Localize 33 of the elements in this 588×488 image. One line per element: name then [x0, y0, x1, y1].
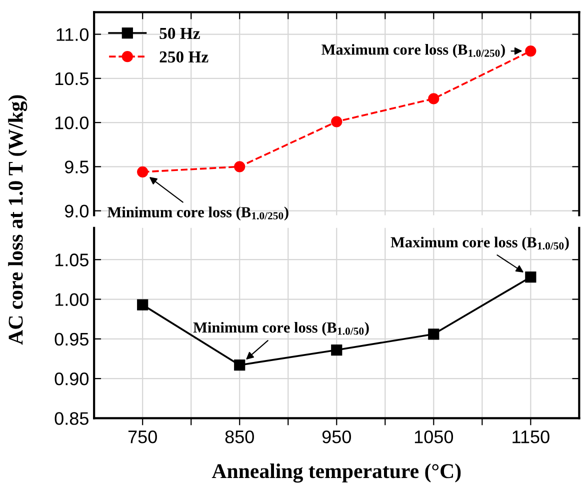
point — [525, 272, 536, 283]
x-tick-label: 750 — [128, 430, 157, 444]
legend-label: 250 Hz — [160, 51, 208, 63]
point — [234, 360, 246, 371]
y-tick-label: 10.5 — [55, 72, 88, 86]
x-tick-label: 1050 — [414, 430, 454, 444]
x-axis-title: Annealing temperature (°C) — [212, 464, 461, 483]
y-tick-label: 11.0 — [56, 28, 89, 41]
x-tick-label: 1150 — [512, 430, 550, 444]
y-tick-label: 10.0 — [55, 116, 89, 130]
y-axis-title: AC core loss at 1.0 T (W/kg) — [8, 95, 28, 345]
point — [428, 93, 440, 104]
y-tick-label: 9.0 — [64, 204, 89, 218]
y-tick-label: 0.85 — [54, 412, 88, 425]
point — [428, 328, 440, 340]
point — [331, 344, 342, 356]
x-tick-label: 850 — [225, 430, 254, 444]
point — [234, 161, 246, 172]
y-tick-label: 1.00 — [55, 293, 89, 306]
point — [137, 166, 148, 178]
annotation: Minimum core loss (B$_{1.0/250}$) — [108, 206, 288, 220]
x-tick-label: 950 — [322, 430, 351, 444]
point — [525, 45, 536, 57]
y-tick-label: 1.05 — [55, 254, 88, 266]
y-tick-label: 9.5 — [64, 160, 88, 174]
y-tick-label: 0.90 — [54, 372, 89, 386]
point — [331, 116, 342, 128]
point — [137, 299, 148, 310]
legend-label: 50 Hz — [160, 28, 200, 40]
annotation: Maximum core loss (B$_{1.0/250}$) — [322, 44, 505, 58]
y-tick-label: 0.95 — [54, 332, 88, 346]
annotation: Minimum core loss (B$_{1.0/50}$) — [193, 322, 369, 336]
annotation: Maximum core loss (B$_{1.0/50}$) — [390, 236, 569, 251]
